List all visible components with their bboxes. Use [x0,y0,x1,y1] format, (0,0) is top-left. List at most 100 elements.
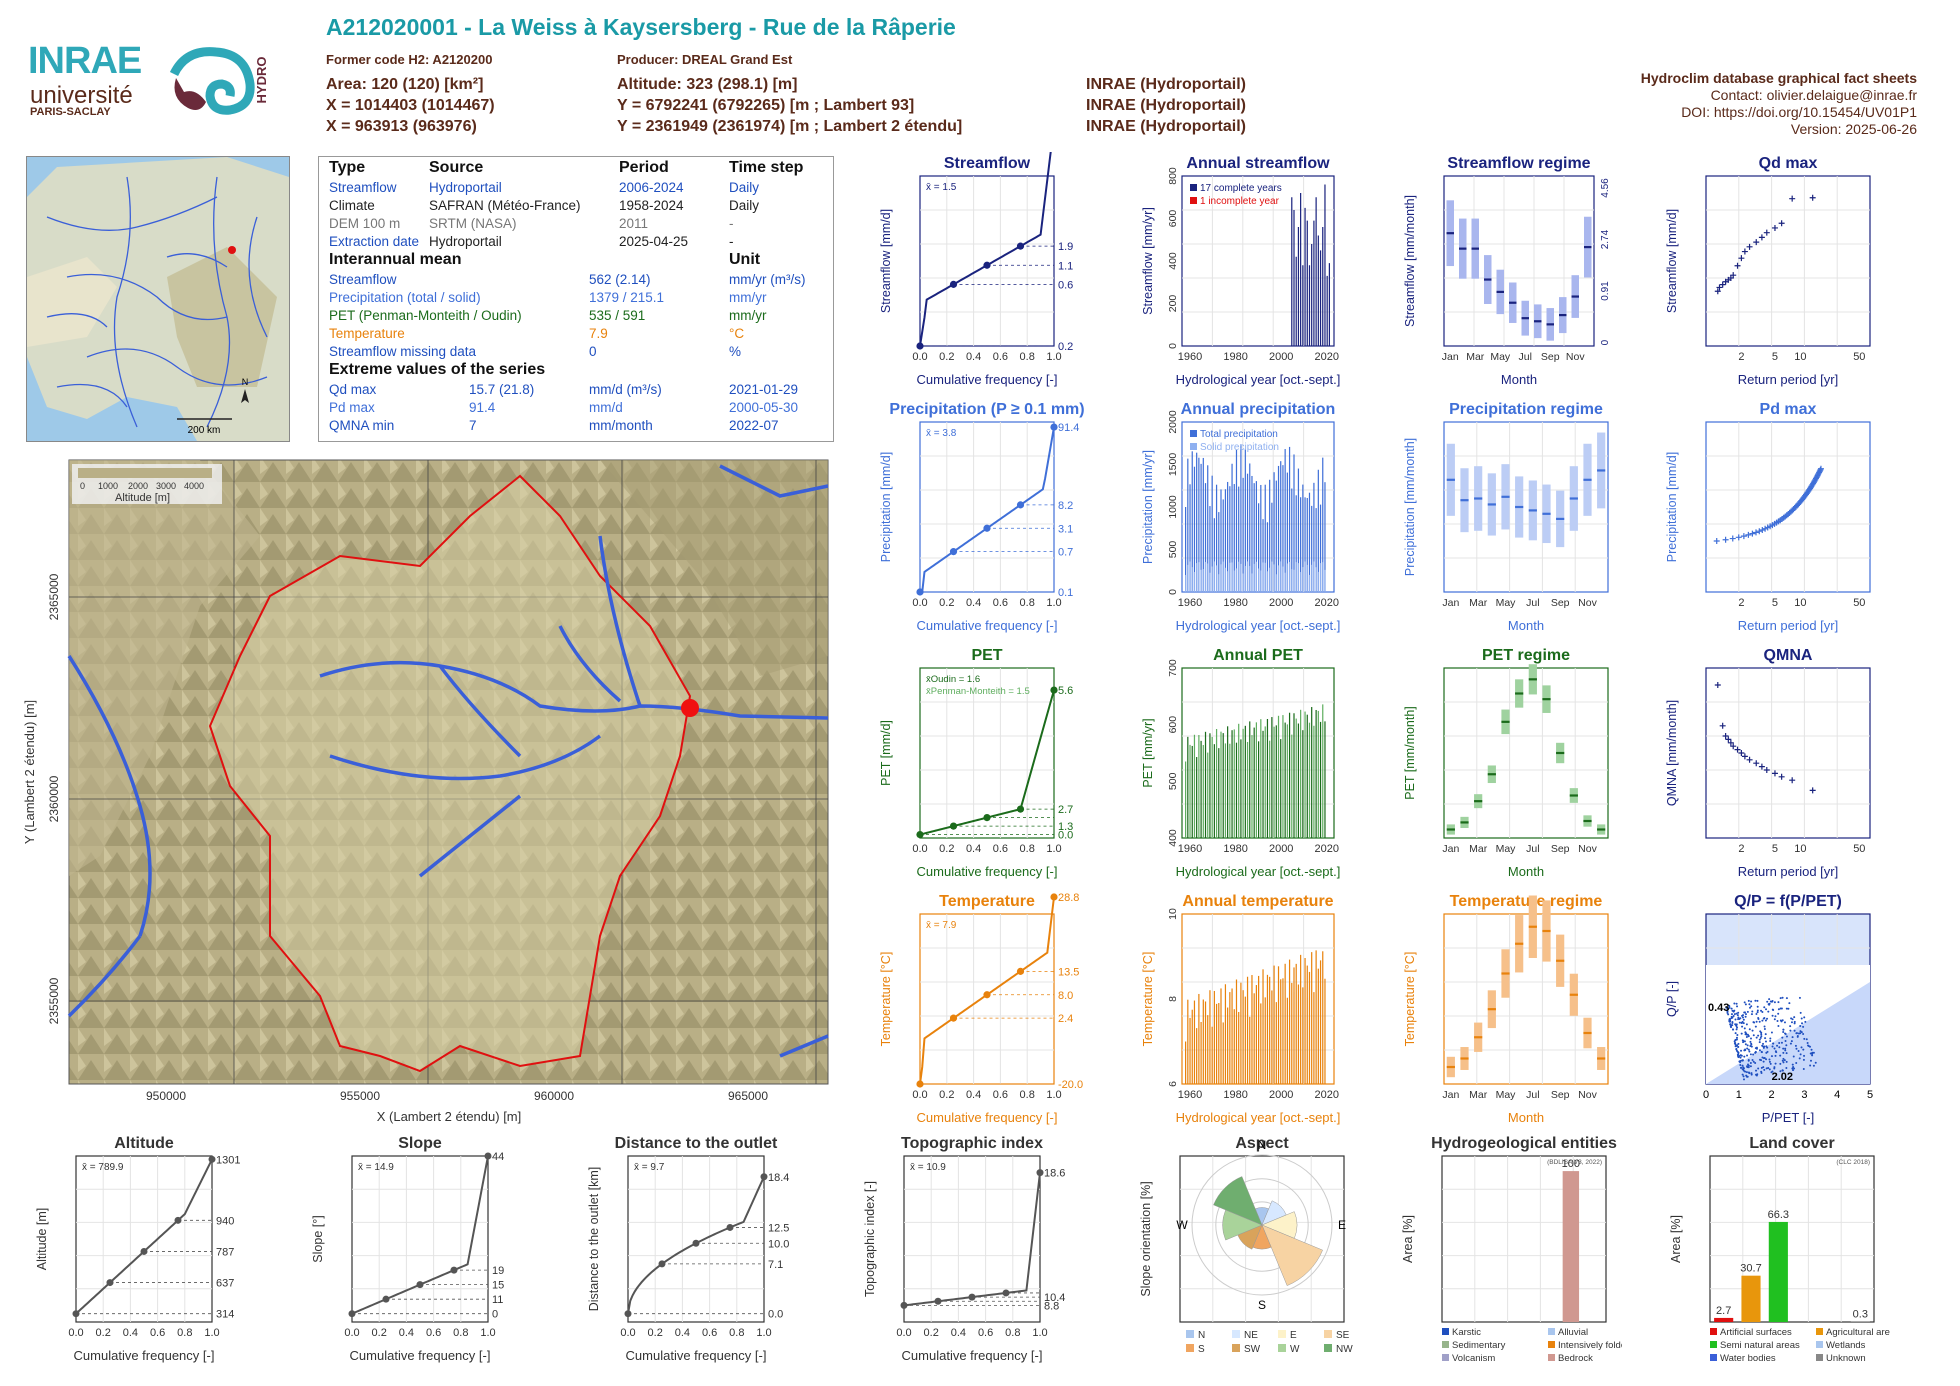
legend-entry: Bedrock [1558,1353,1593,1364]
month-tick: Sep [1551,597,1570,609]
info-cell: Qd max [329,381,376,399]
bar [1311,707,1312,838]
ppet-label: 2.02 [1772,1071,1793,1083]
qp-point [1764,1037,1766,1039]
bar [1196,757,1197,838]
qp-point [1738,1060,1740,1062]
y-axis-label: PET [mm/d] [879,720,893,786]
info-cell: - [729,233,734,251]
hydro-logo: HYDRO [166,44,276,120]
bar-label: 100 [1562,1158,1580,1170]
legend-entry: Agricultural areas [1826,1327,1890,1338]
qp-point [1799,1030,1801,1032]
chart-title: Q/P = f(P/PET) [1734,893,1842,910]
qp-point [1782,1031,1784,1033]
bar [1273,966,1274,1084]
qp-point [1736,1050,1738,1052]
bar [1247,742,1248,838]
bar [1200,1022,1201,1084]
annual_streamflow-chart: Annual streamflowHydrological year [oct.… [1130,152,1362,388]
qp-point [1768,1058,1770,1060]
qp-point [1773,1066,1775,1068]
qp-point [1772,1015,1774,1017]
bar-solid [1282,567,1283,592]
month-tick: Nov [1578,597,1597,609]
bar [1318,969,1319,1084]
qp-point [1752,1053,1754,1055]
month-tick: Mar [1469,597,1488,609]
info-cell: Hydroportail [429,179,502,197]
qp-point [1747,1034,1749,1036]
chart-title: Streamflow [944,155,1031,172]
bar-solid [1236,568,1237,592]
y-lambert2: Y = 2361949 (2361974) [m ; Lambert 2 éte… [617,116,962,137]
compass-label: E [1338,1218,1346,1232]
inrae-logo: INRAE [28,40,141,83]
bar [1304,208,1305,346]
svg-text:5: 5 [1772,351,1778,363]
qp-point [1810,1060,1812,1062]
qp-point [1744,1001,1746,1003]
hydro-text: HYDRO [254,57,269,104]
qp-point [1790,1043,1792,1045]
precip_cdf-chart: Precipitation (P ≥ 0.1 mm)Cumulative fre… [868,398,1090,634]
info-cell: Climate [329,197,375,215]
bar [1302,730,1303,838]
bar-solid [1205,562,1206,592]
bar [1291,197,1292,346]
bar-solid [1316,567,1317,592]
svg-text:0.8: 0.8 [1020,597,1035,609]
mean-label: x̄ = 9.7 [634,1162,665,1173]
station-location-dot [228,246,236,254]
right-tick: 0.0 [1058,830,1073,842]
qp-point [1795,1048,1797,1050]
qp-point [1731,1010,1733,1012]
info-cell: Streamflow [329,179,397,197]
bar [1280,739,1281,838]
info-cell: Interannual mean [329,251,461,269]
bar [1307,966,1308,1084]
producer: Producer: DREAL Grand Est [617,52,792,67]
version: Version: 2025-06-26 [1641,121,1917,138]
y-axis-label: Slope orientation [%] [1139,1181,1153,1296]
map-ytick: 2360000 [47,775,61,822]
svg-text:0.8: 0.8 [729,1327,744,1339]
svg-text:0.2: 0.2 [939,843,954,855]
qp-point [1813,1052,1815,1054]
qp-point [1755,1013,1757,1015]
month-tick: Nov [1566,351,1585,363]
svg-text:10: 10 [1794,351,1806,363]
bar-solid [1212,567,1213,592]
qp-point [1731,1021,1733,1023]
bar [1267,719,1268,838]
qp-point [1789,1025,1791,1027]
qp-point [1756,1000,1758,1002]
qp-point [1777,1020,1779,1022]
qp-point [1760,1032,1762,1034]
precip_regime-chart: Precipitation regimeMonthPrecipitation [… [1392,398,1624,634]
info-cell: Extraction date [329,233,419,251]
bar [1260,719,1261,838]
y-axis-label: Streamflow [mm/yr] [1141,207,1155,315]
bar-solid [1302,567,1303,592]
bar [1243,990,1244,1084]
right-tick: 18.4 [768,1172,789,1184]
qp_ppet-chart: Q/P = f(P/PET)P/PET [-]Q/P [-] 0.432.020 1… [1654,890,1886,1126]
qp-point [1744,1027,1746,1029]
qp-point [1782,997,1784,999]
svg-text:10: 10 [1794,597,1806,609]
source-1: INRAE (Hydroportail) [1086,74,1246,95]
bar-solid [1311,565,1312,592]
bar [1236,743,1237,838]
paris-saclay-logo: PARIS-SACLAY [30,106,111,118]
bar [1269,977,1270,1084]
x-lambert93: X = 1014403 (1014467) [326,95,495,116]
right-tick: 3.1 [1058,523,1073,535]
qp-point [1755,1026,1757,1028]
qp-point [1748,1065,1750,1067]
bar [1205,1001,1206,1084]
bar-solid [1249,566,1250,592]
svg-text:0.6: 0.6 [426,1327,441,1339]
svg-text:1980: 1980 [1223,1089,1247,1101]
bar-solid [1238,562,1239,592]
